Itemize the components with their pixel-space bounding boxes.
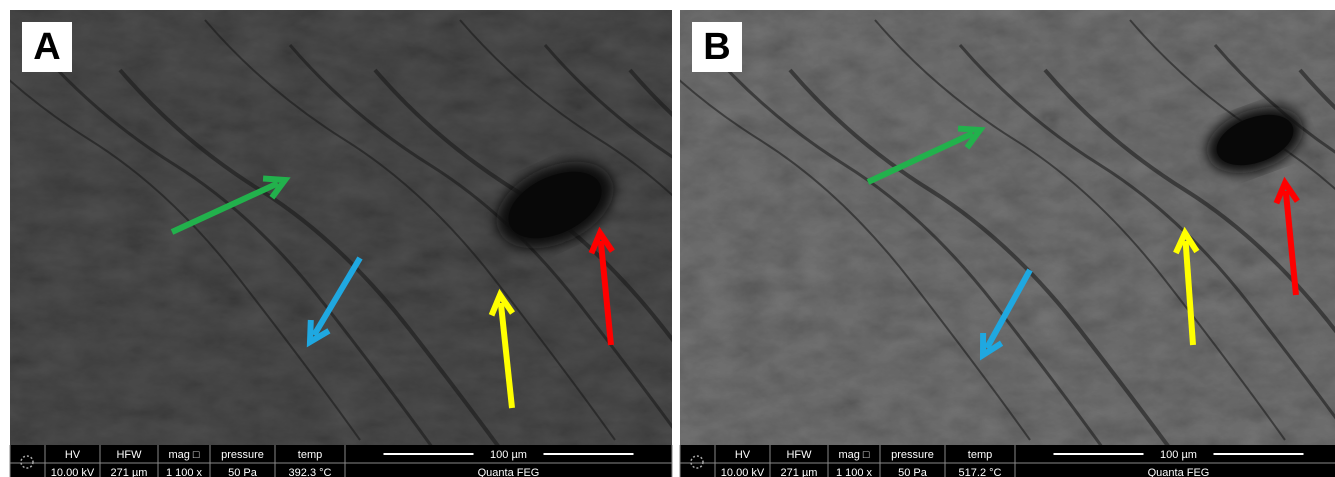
info-bar-bg xyxy=(680,445,1335,477)
info-value: 271 µm xyxy=(781,467,818,477)
micrograph xyxy=(620,10,1335,477)
info-value: 50 Pa xyxy=(898,467,928,477)
info-value: 517.2 °C xyxy=(959,467,1002,477)
info-header: temp xyxy=(968,449,992,461)
info-header: HV xyxy=(65,449,81,461)
scale-label: 100 µm xyxy=(490,449,527,461)
info-bar: HV 10.00 kV HFW 271 µm mag □ 1 100 x pressure 5… xyxy=(10,445,672,477)
info-header: temp xyxy=(298,449,322,461)
info-header: HFW xyxy=(786,449,812,461)
info-value: 271 µm xyxy=(111,467,148,477)
info-header: pressure xyxy=(891,449,934,461)
info-header: mag □ xyxy=(168,449,199,461)
info-value: 392.3 °C xyxy=(289,467,332,477)
info-bar: HV 10.00 kV HFW 271 µm mag □ 1 100 x pressure 5… xyxy=(680,445,1335,477)
info-header: pressure xyxy=(221,449,264,461)
info-header: HFW xyxy=(116,449,142,461)
info-value: 1 100 x xyxy=(166,467,203,477)
info-value: 10.00 kV xyxy=(51,467,95,477)
info-header: HV xyxy=(735,449,751,461)
info-value: 10.00 kV xyxy=(721,467,765,477)
panel-label: B xyxy=(703,26,730,68)
info-value: 1 100 x xyxy=(836,467,873,477)
info-bar-bg xyxy=(10,445,672,477)
instrument: Quanta FEG xyxy=(478,467,540,477)
instrument: Quanta FEG xyxy=(1148,467,1210,477)
info-header: mag □ xyxy=(838,449,869,461)
panel-label: A xyxy=(33,26,60,68)
scale-label: 100 µm xyxy=(1160,449,1197,461)
panel: B HV 10.00 kV HFW 271 µm mag □ 1 100 x pressure… xyxy=(620,10,1335,477)
info-value: 50 Pa xyxy=(228,467,258,477)
figure: A HV 10.00 kV HFW 271 µm mag □ 1 100 x pressure… xyxy=(0,0,1335,477)
